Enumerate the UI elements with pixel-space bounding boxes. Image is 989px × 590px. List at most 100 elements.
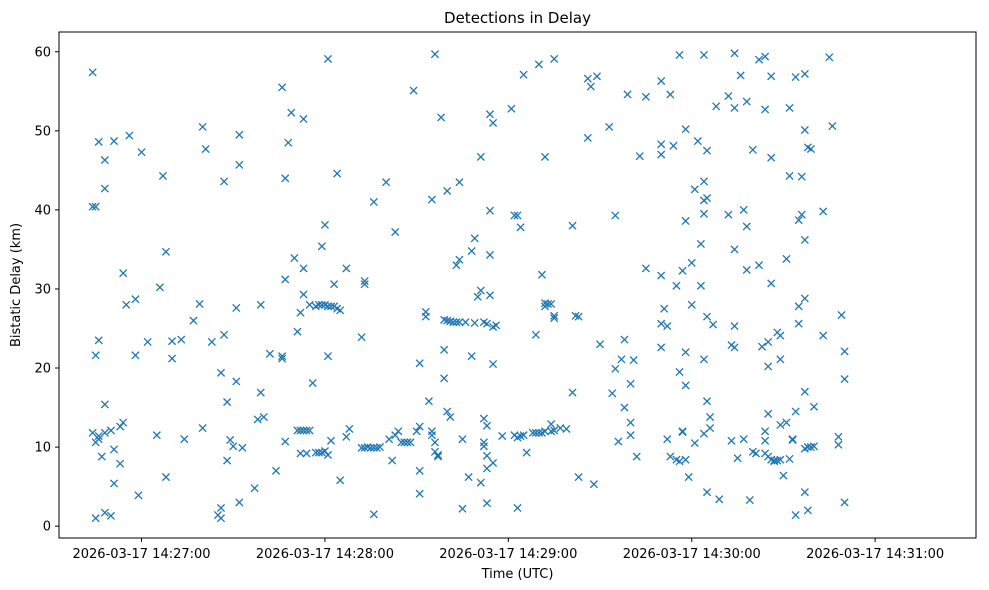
data-point-marker (415, 489, 424, 498)
data-point-marker (372, 443, 381, 452)
data-point-marker (287, 108, 296, 117)
data-point-marker (531, 330, 540, 339)
data-point-marker (326, 302, 336, 311)
data-point-marker (806, 144, 815, 154)
data-point-marker (109, 479, 119, 488)
data-point-marker (443, 407, 452, 416)
data-point-marker (122, 300, 131, 309)
y-tick-label: 0 (43, 520, 51, 535)
x-tick-label: 2026-03-17 14:31:00 (806, 547, 944, 562)
data-point-marker (125, 131, 134, 140)
data-point-marker (302, 426, 311, 435)
data-point-marker (427, 431, 436, 440)
data-point-marker (131, 351, 140, 360)
data-point-marker (256, 300, 265, 309)
data-point-marker (544, 299, 553, 309)
data-point-marker (467, 352, 476, 361)
data-point-marker (537, 270, 547, 279)
data-point-marker (819, 207, 828, 216)
data-point-marker (742, 97, 751, 106)
data-point-marker (397, 438, 406, 447)
data-point-marker (733, 454, 742, 463)
data-point-marker (507, 104, 516, 113)
y-tick-label: 60 (34, 45, 51, 60)
data-point-marker (317, 300, 326, 309)
data-point-marker (797, 210, 806, 219)
data-point-marker (699, 209, 709, 218)
data-point-marker (91, 351, 100, 360)
data-point-marker (837, 310, 846, 320)
data-point-marker (216, 503, 226, 513)
data-point-marker (94, 435, 103, 444)
data-point-marker (342, 432, 351, 441)
data-point-marker (696, 239, 705, 248)
data-point-marker (754, 261, 764, 270)
data-point-marker (394, 427, 403, 436)
data-point-marker (323, 54, 333, 63)
data-point-marker (207, 337, 216, 346)
data-point-marker (100, 184, 109, 193)
data-point-marker (742, 265, 751, 275)
data-point-marker (712, 102, 721, 111)
data-point-marker (485, 206, 495, 215)
data-point-marker (690, 439, 699, 448)
data-point-marker (100, 400, 109, 409)
data-point-marker (232, 303, 241, 312)
data-point-marker (336, 476, 345, 485)
data-point-marker (94, 137, 103, 146)
data-point-marker (357, 333, 366, 342)
data-point-marker (635, 152, 644, 161)
data-point-marker (470, 318, 479, 328)
data-point-marker (583, 74, 592, 83)
data-point-marker (550, 311, 559, 320)
data-point-marker (757, 342, 767, 351)
data-point-marker (229, 442, 238, 451)
data-point-marker (699, 50, 709, 59)
data-point-marker (764, 409, 773, 418)
data-point-marker (482, 319, 491, 328)
data-point-marker (745, 495, 754, 505)
data-point-marker (706, 412, 715, 422)
data-point-marker (724, 210, 733, 219)
data-point-marker (119, 269, 128, 278)
data-point-marker (440, 345, 449, 354)
data-point-marker (730, 245, 739, 254)
data-point-marker (333, 169, 342, 178)
data-point-marker (785, 103, 794, 112)
data-point-marker (409, 86, 418, 95)
y-tick-label: 20 (34, 362, 51, 377)
data-point-marker (305, 300, 314, 309)
data-point-marker (479, 414, 488, 423)
data-point-marker (320, 220, 329, 229)
data-point-marker (299, 264, 308, 273)
data-point-marker (476, 478, 485, 487)
data-point-marker (626, 431, 635, 440)
data-point-marker (152, 431, 161, 440)
data-point-marker (513, 503, 522, 513)
data-point-marker (492, 321, 501, 330)
data-point-marker (522, 448, 531, 457)
data-point-marker (583, 133, 592, 143)
data-point-marker (666, 452, 675, 461)
data-point-marker (534, 60, 543, 69)
y-tick-label: 40 (34, 203, 51, 218)
data-point-marker (767, 153, 776, 162)
data-point-marker (574, 473, 583, 482)
data-point-marker (177, 335, 186, 344)
data-point-marker (791, 511, 800, 520)
data-point-marker (617, 355, 626, 364)
data-point-marker (424, 397, 433, 406)
data-point-marker (278, 354, 287, 363)
data-point-marker (657, 271, 666, 280)
data-point-marker (168, 354, 177, 363)
data-point-marker (800, 125, 809, 135)
data-point-marker (684, 473, 693, 482)
data-point-marker (519, 431, 528, 440)
data-point-marker (568, 388, 577, 397)
data-point-marker (235, 160, 244, 169)
y-axis-ticks: 0 10 20 30 40 50 60 (34, 45, 59, 535)
data-point-marker (476, 286, 485, 295)
data-point-marker (800, 387, 809, 396)
data-point-marker (201, 144, 210, 154)
